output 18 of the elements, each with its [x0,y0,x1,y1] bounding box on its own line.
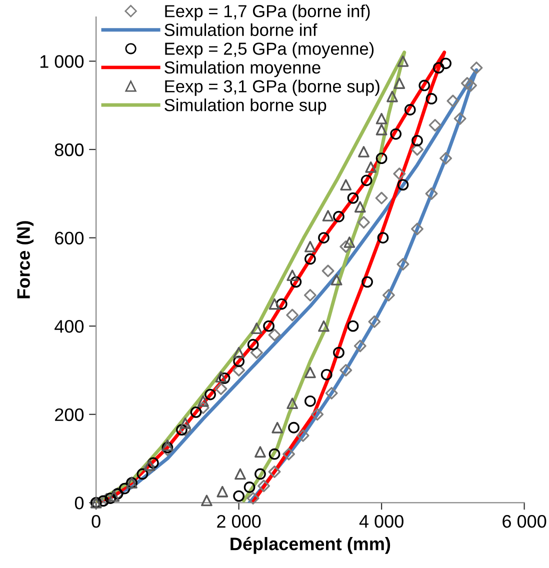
x-axis-title: Déplacement (mm) [230,536,390,554]
legend-label: Eexp = 2,5 GPa (moyenne) [165,42,374,58]
x-tick-label: 6 000 [502,514,546,528]
y-axis-title: Force (N) [16,221,34,298]
y-tick-label: 0 [74,496,84,510]
y-tick-label: 1 000 [40,55,84,68]
x-tick-label: 2 000 [217,514,261,528]
legend-label: Simulation moyenne [164,60,320,78]
legend-label: Simulation borne sup [164,98,326,115]
legend-label: Simulation borne inf [164,23,318,36]
x-tick-label: 0 [92,514,100,528]
y-tick-label: 800 [54,143,84,156]
legend-label: Eexp = 1,7 GPa (borne inf) [165,4,370,21]
x-tick-label: 4 000 [359,514,404,528]
y-tick-label: 600 [55,232,84,245]
y-tick-label: 200 [55,408,84,422]
legend-label: Eexp = 3,1 GPa (borne sup) [165,80,380,96]
y-tick-label: 400 [54,320,84,333]
